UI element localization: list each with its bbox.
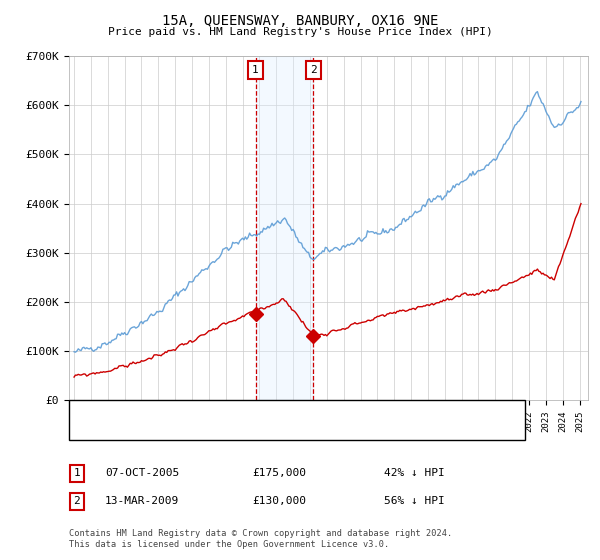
Text: 2: 2 bbox=[73, 496, 80, 506]
Text: 15A, QUEENSWAY, BANBURY, OX16 9NE (detached house): 15A, QUEENSWAY, BANBURY, OX16 9NE (detac… bbox=[108, 407, 421, 417]
Text: Contains HM Land Registry data © Crown copyright and database right 2024.: Contains HM Land Registry data © Crown c… bbox=[69, 529, 452, 538]
Text: 2: 2 bbox=[310, 65, 317, 75]
Text: £175,000: £175,000 bbox=[252, 468, 306, 478]
Text: ——: —— bbox=[82, 405, 97, 418]
Bar bbox=[256, 56, 313, 400]
Text: This data is licensed under the Open Government Licence v3.0.: This data is licensed under the Open Gov… bbox=[69, 540, 389, 549]
Text: 1: 1 bbox=[73, 468, 80, 478]
Text: 1: 1 bbox=[252, 65, 259, 75]
Text: 15A, QUEENSWAY, BANBURY, OX16 9NE: 15A, QUEENSWAY, BANBURY, OX16 9NE bbox=[162, 14, 438, 28]
Text: 56% ↓ HPI: 56% ↓ HPI bbox=[384, 496, 445, 506]
Text: ——: —— bbox=[82, 424, 97, 437]
Text: 07-OCT-2005: 07-OCT-2005 bbox=[105, 468, 179, 478]
Text: £130,000: £130,000 bbox=[252, 496, 306, 506]
Text: Price paid vs. HM Land Registry's House Price Index (HPI): Price paid vs. HM Land Registry's House … bbox=[107, 27, 493, 37]
Text: 42% ↓ HPI: 42% ↓ HPI bbox=[384, 468, 445, 478]
Text: 13-MAR-2009: 13-MAR-2009 bbox=[105, 496, 179, 506]
Text: HPI: Average price, detached house, Cherwell: HPI: Average price, detached house, Cher… bbox=[108, 426, 383, 436]
